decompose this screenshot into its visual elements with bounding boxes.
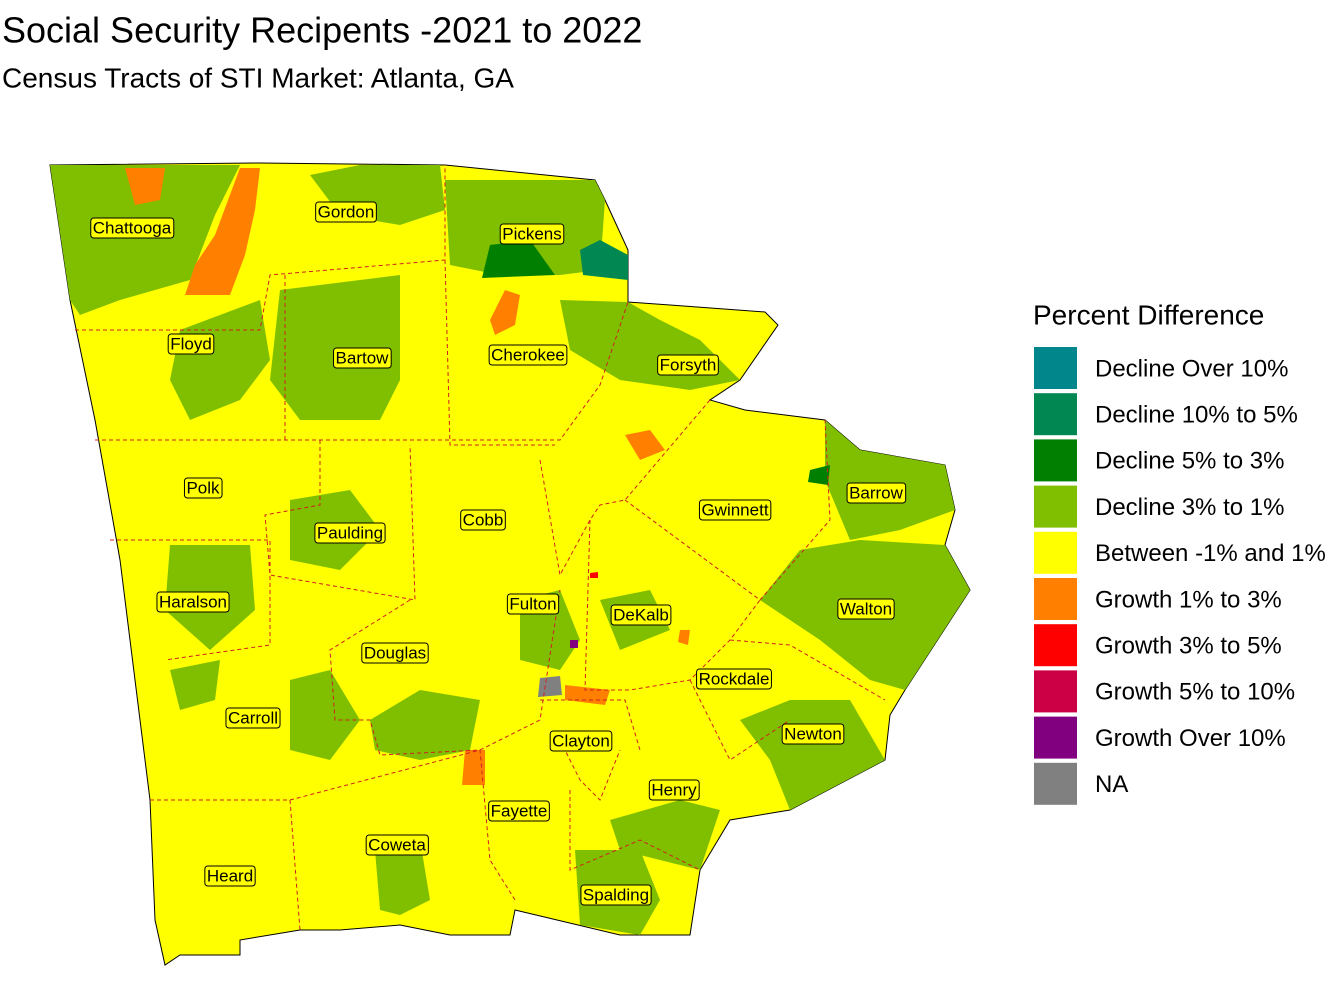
legend-swatch [1034,393,1077,436]
map: Chattooga Gordon Pickens Floyd Bartow Cheroke… [49,162,971,966]
legend-swatch [1034,762,1077,805]
county-label: Gwinnett [701,500,768,519]
county-label-box [549,730,613,752]
county-label-box [156,591,230,613]
county-label: Cherokee [491,345,565,364]
decline-area [50,165,240,315]
county-label: Paulding [317,523,383,542]
legend-label: Growth 1% to 3% [1095,586,1282,613]
legend-label: Growth Over 10% [1095,725,1286,752]
decline-area [270,275,400,420]
growth-area [490,290,520,335]
decline-area [375,840,660,935]
county-label: Fulton [509,594,556,613]
county-label: Bartow [336,348,390,367]
county-label-box [610,604,672,626]
county-label: Newton [784,724,842,743]
legend-swatch [1034,439,1077,482]
legend-label: NA [1095,771,1128,798]
legend-swatch [1034,347,1077,389]
legend-label: Between -1% and 1% [1095,540,1326,567]
county-border [75,165,886,931]
legend-swatch [1034,578,1077,620]
decline-area [580,240,628,280]
county-label: DeKalb [613,605,669,624]
legend-swatch [1034,624,1077,667]
county-label: Henry [651,780,697,799]
county-label-box [698,499,772,521]
county-label-box [460,509,506,531]
county-label-box [225,707,281,729]
legend-title: Percent Difference [1033,299,1264,330]
county-label: Chattooga [93,218,172,237]
county-label: Gordon [318,202,375,221]
legend-swatch [1034,716,1077,759]
county-label: Haralson [159,592,227,611]
legend-label: Decline Over 10% [1095,355,1288,382]
county-label: Douglas [364,643,426,662]
legend-swatch [1034,670,1077,713]
decline-area [740,700,885,810]
county-label-box [333,347,392,369]
county-label: Walton [840,599,892,618]
decline-area [808,465,830,485]
county-label: Fayette [491,801,548,820]
county-label-box [315,201,377,223]
county-label: Spalding [583,885,649,904]
legend-label: Growth 3% to 5% [1095,633,1282,660]
county-label-box [488,800,550,822]
title: Social Security Recipents -2021 to 2022 [2,10,642,51]
county-label-box [580,884,652,906]
county-label: Pickens [502,224,562,243]
county-label: Rockdale [699,669,770,688]
decline-area [170,660,360,760]
county-label-box [183,477,223,499]
growth-area [570,640,578,648]
county-label-box [314,522,386,544]
county-label-box [657,354,719,376]
county-label-box [648,779,700,801]
county-label-box [361,642,429,664]
legend-swatch [1034,485,1077,528]
county-label: Cobb [463,510,504,529]
growth-area [590,572,598,578]
legend-swatch [1034,531,1077,574]
county-label-box [781,723,845,745]
county-label: Floyd [170,334,212,353]
county-label-box [167,333,215,355]
county-label-box [90,217,175,239]
county-label: Barrow [849,483,904,502]
subtitle: Census Tracts of STI Market: Atlanta, GA [2,62,514,93]
legend-label: Growth 5% to 10% [1095,679,1295,706]
county-label-box [506,593,560,615]
county-label: Forsyth [660,355,717,374]
county-label: Polk [186,478,220,497]
county-label: Clayton [552,731,610,750]
county-label: Coweta [368,835,426,854]
legend-label: Decline 10% to 5% [1095,402,1298,429]
legend-label: Decline 5% to 3% [1095,448,1284,475]
county-label-box [488,344,568,366]
county-label-box [696,668,772,690]
decline-area [482,240,555,278]
county-label-box [365,834,429,856]
county-label-box [499,223,565,245]
county-label-box [846,482,907,504]
county-label-box [837,598,895,620]
county-label: Carroll [228,708,278,727]
county-label: Heard [207,866,253,885]
county-label-box [204,865,256,887]
decline-area [825,420,955,540]
legend-label: Decline 3% to 1% [1095,494,1284,521]
decline-area [370,690,480,760]
growth-area [125,168,260,295]
na-area [538,676,562,697]
